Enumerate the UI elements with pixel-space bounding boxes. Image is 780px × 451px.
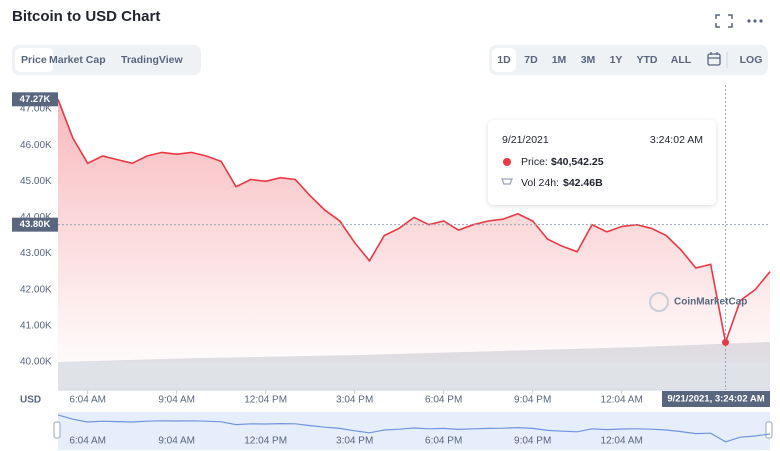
y-tick-label: 46.00K — [20, 140, 52, 151]
hover-point — [722, 338, 729, 346]
tab[interactable]: TradingView — [121, 54, 183, 66]
tab[interactable]: Price — [21, 54, 47, 66]
range-button[interactable]: YTD — [637, 54, 658, 66]
tooltip — [488, 120, 716, 205]
x-tick-label: 6:04 PM — [425, 395, 462, 406]
navigator-line — [57, 414, 771, 443]
chart-title: Bitcoin to USD Chart — [12, 8, 160, 25]
tooltip-price-name: Price: — [521, 156, 548, 168]
navigator-handle[interactable] — [53, 421, 61, 439]
log-button[interactable]: LOG — [740, 54, 763, 66]
navigator — [58, 412, 770, 450]
x-tick-label: 12:04 PM — [244, 395, 287, 406]
range-selected — [492, 48, 516, 72]
watermark: CoinMarketCap — [674, 297, 747, 308]
crosshair-y-box — [12, 217, 58, 232]
x-tick-label: 12:04 AM — [601, 395, 643, 406]
more-icon[interactable] — [747, 19, 763, 23]
x-tick-label: 9:04 AM — [158, 395, 195, 406]
tooltip-price: $40,542.25 — [551, 156, 604, 168]
range-button[interactable]: 1M — [552, 54, 567, 66]
navigator-tick-label: 12:04 PM — [244, 436, 287, 447]
y-tick-label: 40.00K — [20, 357, 52, 368]
tooltip-date: 9/21/2021 — [502, 134, 549, 146]
navigator-tick-label: 3:04 PM — [336, 436, 373, 447]
currency-label: USD — [20, 395, 41, 406]
range-button[interactable]: 7D — [524, 54, 538, 66]
range-button[interactable]: ALL — [671, 54, 692, 66]
x-tick-label: 6:04 AM — [69, 395, 106, 406]
tooltip-volume: $42.46B — [563, 177, 603, 189]
high-label: 47.27K — [20, 94, 51, 105]
y-tick-label: 44.00K — [20, 212, 52, 223]
tooltip-volume-name: Vol 24h: — [521, 177, 559, 189]
tooltip-volume-icon — [501, 178, 513, 185]
range-group — [489, 45, 768, 75]
navigator-handle[interactable] — [765, 421, 773, 439]
y-tick-label: 42.00K — [20, 284, 52, 295]
navigator-tick-label: 6:04 AM — [69, 436, 106, 447]
crosshair-x-label: 9/21/2021, 3:24:02 AM — [667, 394, 764, 405]
y-tick-label: 41.00K — [20, 320, 52, 331]
tab[interactable]: Market Cap — [49, 54, 106, 66]
tab-selected — [15, 48, 53, 72]
navigator-tick-label: 6:04 PM — [425, 436, 462, 447]
high-box — [12, 92, 58, 107]
range-button[interactable]: 1D — [497, 54, 511, 66]
x-tick-label: 3:04 PM — [336, 395, 373, 406]
crosshair-x-box — [662, 391, 770, 407]
navigator-tick-label: 12:04 AM — [601, 436, 643, 447]
y-tick-label: 45.00K — [20, 176, 52, 187]
watermark-logo — [649, 292, 669, 312]
tooltip-price-dot — [503, 158, 511, 166]
price-area — [58, 99, 770, 362]
price-line — [57, 99, 771, 346]
x-tick-label: 9:04 PM — [514, 395, 551, 406]
fullscreen-icon[interactable] — [715, 14, 733, 28]
range-button[interactable]: 1Y — [610, 54, 623, 66]
crosshair-y-label: 43.80K — [20, 219, 51, 230]
navigator-tick-label: 9:04 PM — [514, 436, 551, 447]
tooltip-time: 3:24:02 AM — [650, 134, 703, 146]
navigator-tick-label: 9:04 AM — [158, 436, 195, 447]
y-tick-label: 47.00K — [20, 104, 52, 115]
range-button[interactable]: 3M — [581, 54, 596, 66]
calendar-icon[interactable] — [707, 52, 721, 66]
tab-group — [12, 45, 201, 75]
y-tick-label: 43.00K — [20, 248, 52, 259]
